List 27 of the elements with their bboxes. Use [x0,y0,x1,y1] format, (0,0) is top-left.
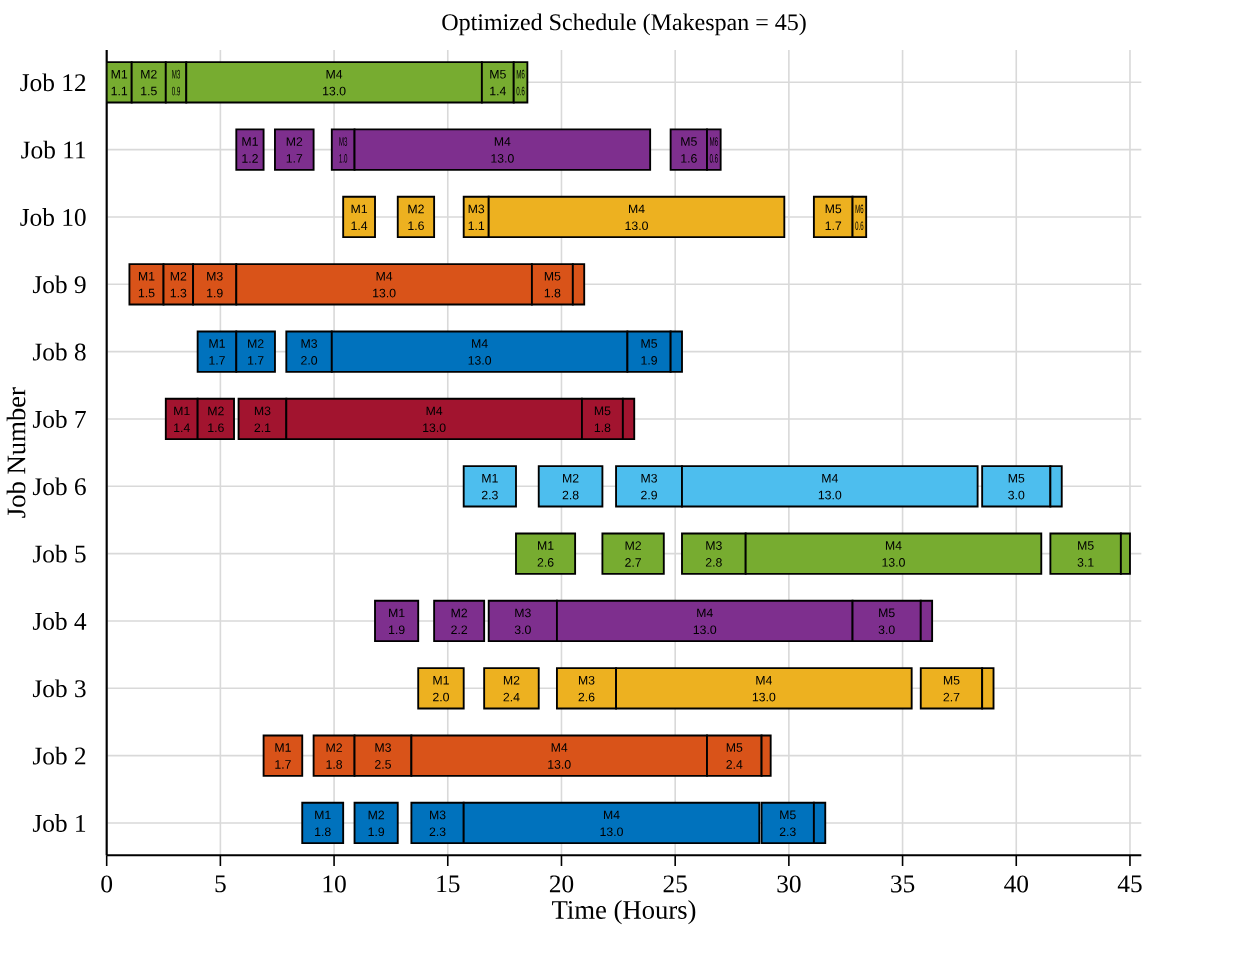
y-tick-label: Job 2 [32,746,86,765]
y-tick-label: Job 10 [20,208,86,226]
x-tick-label: 45 [1117,875,1142,893]
chart-title: Optimized Schedule (Makespan = 45) [442,13,806,36]
y-tick-label: Job 7 [32,410,86,428]
x-tick-label: 15 [437,875,460,893]
x-tick-label: 30 [777,875,801,893]
y-axis-title: Job Number [6,387,26,518]
y-tick-label: Job 11 [21,140,86,159]
x-tick-label: 40 [1004,875,1028,893]
y-tick-label: Job 4 [32,612,87,630]
y-tick-label: Job 12 [20,73,86,92]
y-tick-label: Job 9 [32,275,86,294]
y-tick-label: Job 6 [32,477,86,496]
bar [537,465,604,508]
y-tick-label: Job 3 [32,679,86,698]
x-tick-label: 35 [891,875,915,893]
x-tick-label: 20 [549,875,574,893]
y-tick-label: Job 1 [32,814,86,832]
bar [462,465,517,508]
x-tick-label: 0 [101,875,113,893]
x-axis-title: Time (Hours) [552,900,696,925]
x-tick-label: 25 [663,875,687,893]
y-tick-label: Job 5 [32,544,86,563]
x-tick-label: 10 [323,875,346,893]
y-tick-label: Job 8 [32,342,86,361]
x-tick-label: 5 [215,875,226,893]
